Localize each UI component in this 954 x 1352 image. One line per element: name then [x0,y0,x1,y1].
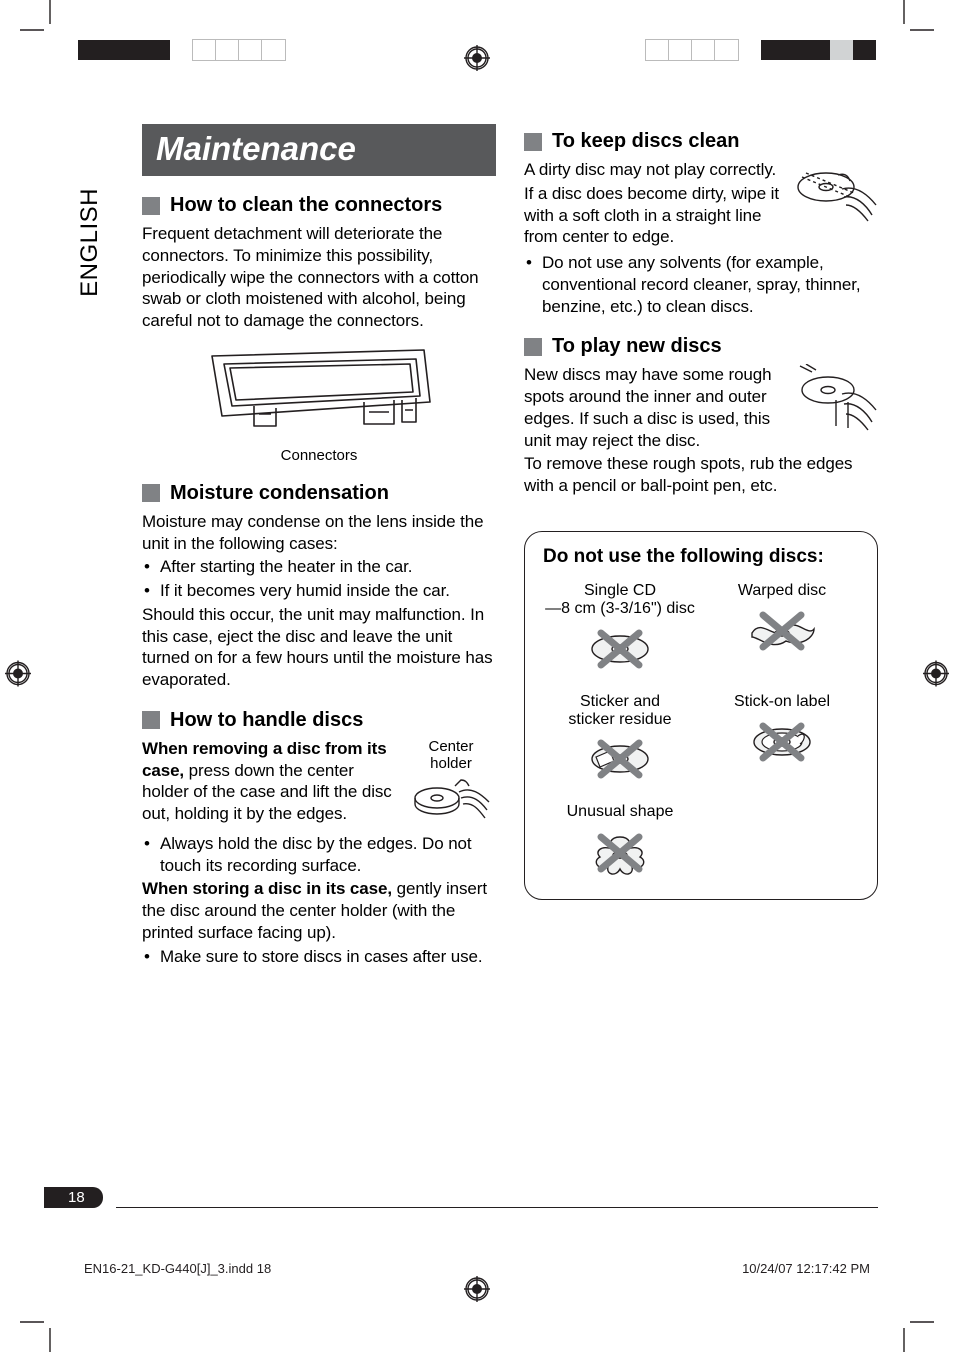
bold-lead: When storing a disc in its case, [142,879,392,898]
keep-clean-p2: If a disc does become dirty, wipe it wit… [524,183,784,248]
dnu-item: Single CD—8 cm (3-3/16") disc [543,582,697,673]
keep-clean-p1: A dirty disc may not play correctly. [524,159,784,181]
dnu-item: Sticker andsticker residue [543,693,697,784]
footer-rule [116,1207,878,1208]
square-bullet-icon [142,484,160,502]
list-item: Do not use any solvents (for example, co… [524,252,878,317]
cropmark-br [884,1302,934,1352]
list-item: Make sure to store discs in cases after … [142,946,496,968]
figure-caption: Connectors [142,447,496,464]
footer-right: 10/24/07 12:17:42 PM [742,1261,870,1276]
print-footer: EN16-21_KD-G440[J]_3.indd 18 10/24/07 12… [84,1261,870,1276]
dnu-label: Unusual shape [543,803,697,822]
footer-left: EN16-21_KD-G440[J]_3.indd 18 [84,1261,271,1276]
heading-text: How to clean the connectors [170,194,442,217]
column-left: Maintenance How to clean the connectors … [142,124,496,1192]
figure-rub-edges [792,364,878,445]
dnu-title: Do not use the following discs: [543,546,859,568]
square-bullet-icon [524,133,542,151]
page-number: 18 [44,1187,103,1208]
colorbar-left [78,40,285,60]
dnu-item: Stick-on label [705,693,859,784]
dnu-label: Single CD—8 cm (3-3/16") disc [543,582,697,619]
side-column: ENGLISH [76,124,116,1192]
handle-p1: When removing a disc from its case, pres… [142,738,398,825]
heading-text: To play new discs [552,335,722,358]
heading-moisture: Moisture condensation [142,482,496,505]
heading-text: To keep discs clean [552,130,740,153]
colorbar-right [646,40,876,60]
dnu-label: Sticker andsticker residue [543,693,697,730]
figure-wipe-disc [792,159,878,234]
dnu-disc-icon [705,718,859,766]
handle-p2: When storing a disc in its case, gently … [142,878,496,943]
handle-list1: Always hold the disc by the edges. Do no… [142,833,496,877]
figure-center-holder: Center holder [406,738,496,831]
do-not-use-box: Do not use the following discs: Single C… [524,531,878,900]
heading-text: How to handle discs [170,709,363,732]
page-content: ENGLISH Maintenance How to clean the con… [76,124,878,1192]
registration-mark-right [922,660,950,693]
dnu-item: Unusual shape [543,803,697,876]
heading-handle: How to handle discs [142,709,496,732]
dnu-label: Stick-on label [705,693,859,712]
dnu-item: Warped disc [705,582,859,673]
figure-head-unit: Connectors [142,346,496,464]
registration-mark-left [4,660,32,693]
column-right: To keep discs clean A dirty disc may not… [524,130,878,1192]
registration-mark-bottom [463,1275,491,1308]
registration-mark-top [463,44,491,77]
list-item: Always hold the disc by the edges. Do no… [142,833,496,877]
connectors-body: Frequent detachment will deteriorate the… [142,223,496,332]
handle-list2: Make sure to store discs in cases after … [142,946,496,968]
square-bullet-icon [142,197,160,215]
moisture-outro: Should this occur, the unit may malfunct… [142,604,496,691]
dnu-disc-icon [543,829,697,877]
dnu-disc-icon [543,735,697,783]
dnu-disc-icon [705,607,859,655]
square-bullet-icon [524,338,542,356]
square-bullet-icon [142,711,160,729]
moisture-intro: Moisture may condense on the lens inside… [142,511,496,555]
new-discs-p2: To remove these rough spots, rub the edg… [524,453,878,497]
list-item: If it becomes very humid inside the car. [142,580,496,602]
page-title: Maintenance [142,124,496,176]
moisture-list: After starting the heater in the car. If… [142,556,496,602]
dnu-disc-icon [543,625,697,673]
cropmark-bl [20,1302,70,1352]
heading-text: Moisture condensation [170,482,389,505]
figure-caption: Center holder [406,738,496,772]
heading-new-discs: To play new discs [524,335,878,358]
list-item: After starting the heater in the car. [142,556,496,578]
heading-connectors: How to clean the connectors [142,194,496,217]
cropmark-tl [20,0,70,50]
heading-keep-clean: To keep discs clean [524,130,878,153]
language-tab: ENGLISH [76,188,104,297]
keep-clean-list: Do not use any solvents (for example, co… [524,252,878,317]
dnu-label: Warped disc [705,582,859,601]
new-discs-p1: New discs may have some rough spots arou… [524,364,784,451]
cropmark-tr [884,0,934,50]
